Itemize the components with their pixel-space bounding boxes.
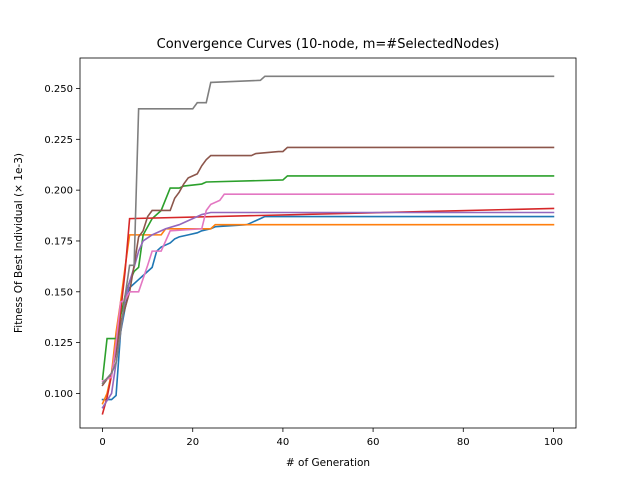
y-tick-label: 0.200 — [44, 186, 73, 197]
x-tick-label: 100 — [544, 437, 563, 448]
series-layer — [101, 75, 555, 415]
series-line-4 — [101, 207, 555, 415]
y-tick-label: 0.100 — [44, 389, 73, 400]
series-line-6 — [101, 146, 555, 387]
x-tick-label: 80 — [457, 437, 470, 448]
x-tick-label: 20 — [186, 437, 199, 448]
plot-frame — [79, 57, 577, 429]
x-tick-label: 40 — [277, 437, 290, 448]
series-line-7 — [101, 193, 555, 383]
x-axis-ticks: 0 20 40 60 80 100 — [99, 428, 563, 448]
y-tick-label: 0.225 — [44, 135, 73, 146]
chart-title: Convergence Curves (10-node, m=#Selected… — [157, 37, 500, 52]
y-axis-label: Fitness Of Best Individual (× 1e-3) — [13, 153, 25, 333]
x-tick-label: 60 — [367, 437, 380, 448]
y-tick-label: 0.250 — [44, 84, 73, 95]
series-line-8 — [101, 75, 555, 385]
y-tick-label: 0.150 — [44, 287, 73, 298]
y-tick-label: 0.175 — [44, 236, 73, 247]
x-axis-label: # of Generation — [286, 457, 370, 469]
y-tick-label: 0.125 — [44, 338, 73, 349]
x-tick-label: 0 — [99, 437, 105, 448]
y-axis-ticks: 0.100 0.125 0.150 0.175 0.200 0.225 0.250 — [44, 84, 80, 400]
